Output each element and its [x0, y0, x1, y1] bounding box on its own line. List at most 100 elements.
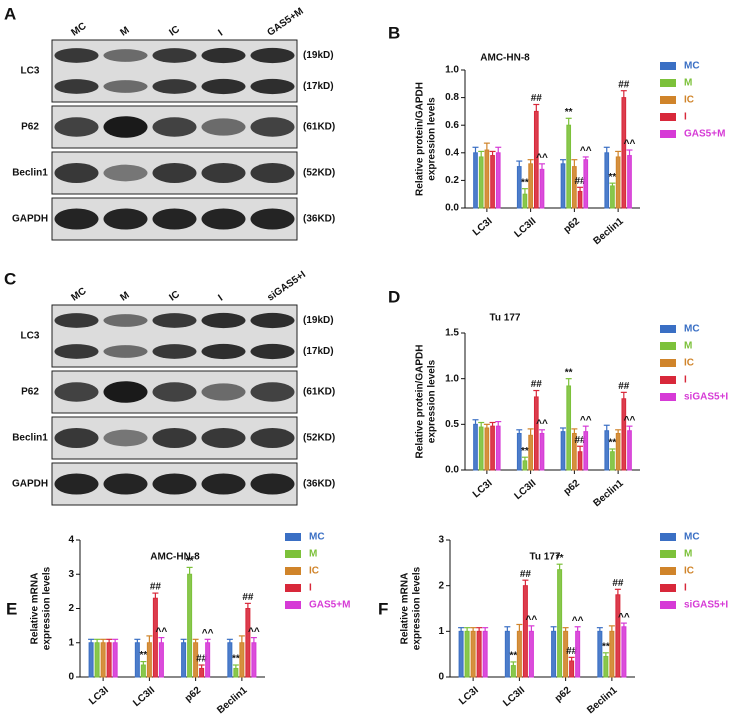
x-tick-label: LC3I — [457, 685, 481, 707]
error-bar — [562, 627, 569, 632]
band — [152, 382, 197, 402]
bar — [239, 642, 245, 678]
legend-swatch — [660, 584, 676, 592]
band — [152, 473, 197, 495]
y-tick-label: 1 — [68, 637, 74, 648]
bar — [560, 431, 566, 471]
significance-label: ** — [565, 367, 573, 378]
error-bar — [180, 638, 187, 643]
bar — [609, 630, 615, 678]
x-tick-label: LC3II — [501, 685, 527, 709]
legend-label: I — [684, 375, 687, 386]
band — [250, 312, 295, 329]
error-bar — [527, 428, 534, 436]
legend-label: M — [684, 341, 692, 352]
error-bar — [527, 159, 534, 164]
error-bar — [568, 656, 575, 662]
y-axis-label: expression levels — [42, 566, 53, 650]
y-tick-label: 4 — [68, 535, 74, 546]
legend-swatch — [285, 584, 301, 592]
error-bar — [250, 637, 257, 643]
row-label: GAPDH — [12, 479, 48, 490]
error-bar — [146, 635, 153, 643]
x-tick-label: Beclin1 — [591, 478, 626, 510]
band — [103, 473, 148, 495]
bar — [610, 451, 615, 471]
legend-swatch — [660, 325, 676, 333]
lane-label: siGAS5+I — [265, 269, 308, 303]
bar — [473, 423, 478, 471]
row-label: Beclin1 — [12, 168, 48, 179]
band — [103, 314, 148, 327]
y-tick-label: 3 — [68, 569, 74, 580]
band — [54, 382, 99, 402]
bar — [245, 608, 251, 678]
error-bar — [192, 638, 199, 643]
bar — [473, 152, 478, 209]
error-bar — [204, 638, 211, 643]
y-tick-label: 3 — [438, 535, 444, 546]
legend-label: siGAS5+I — [684, 392, 728, 403]
band — [103, 164, 148, 182]
lane-label: GAS5+M — [265, 6, 305, 39]
significance-label: ** — [139, 650, 147, 661]
error-bar — [560, 427, 566, 432]
significance-label: ^^ — [624, 139, 636, 150]
error-bar — [158, 637, 165, 643]
band — [250, 47, 295, 64]
bar — [539, 168, 545, 209]
bar — [533, 396, 539, 471]
significance-label: ## — [531, 379, 543, 390]
y-tick-label: 0.5 — [445, 419, 459, 430]
legend-swatch — [660, 113, 676, 121]
significance-label: ^^ — [202, 628, 214, 639]
x-tick-label: p62 — [553, 685, 574, 705]
significance-label: ** — [556, 553, 564, 564]
y-axis-label: expression levels — [427, 97, 438, 181]
legend-swatch — [285, 601, 301, 609]
error-bar — [516, 429, 523, 434]
y-tick-label: 0 — [438, 672, 444, 683]
error-bar — [94, 638, 101, 643]
band — [103, 80, 148, 93]
error-bar — [476, 627, 483, 632]
significance-label: ^^ — [580, 415, 592, 426]
error-bar — [571, 159, 578, 167]
band — [152, 163, 197, 183]
bar — [528, 630, 534, 678]
bar — [94, 642, 100, 678]
bar — [572, 166, 577, 209]
bar — [597, 630, 603, 678]
band — [54, 473, 99, 495]
legend-swatch — [660, 550, 676, 558]
bar — [551, 630, 557, 678]
lane-label: IC — [167, 289, 182, 304]
significance-label: ## — [531, 93, 543, 104]
error-bar — [626, 425, 633, 431]
legend-label: I — [309, 583, 312, 594]
band — [201, 208, 246, 230]
bar — [490, 425, 495, 471]
bar — [603, 655, 609, 678]
legend-label: IC — [309, 566, 319, 577]
legend-swatch — [285, 533, 301, 541]
lane-label: M — [118, 25, 131, 39]
lane-label: I — [216, 293, 225, 304]
error-bar — [609, 182, 616, 186]
error-bar — [603, 146, 610, 153]
error-bar — [539, 429, 545, 434]
error-bar — [620, 90, 627, 98]
y-tick-label: 0.6 — [445, 120, 459, 131]
bar — [583, 159, 589, 209]
significance-label: ## — [612, 578, 624, 589]
legend-label: I — [684, 112, 687, 123]
error-bar — [577, 445, 584, 452]
significance-label: ** — [521, 177, 529, 188]
band — [54, 48, 99, 63]
x-tick-label: LC3II — [512, 478, 538, 502]
legend-label: MC — [684, 61, 700, 72]
bar — [464, 630, 470, 678]
significance-label: ** — [565, 107, 573, 118]
legend-swatch — [660, 359, 676, 367]
error-bar — [521, 456, 528, 461]
